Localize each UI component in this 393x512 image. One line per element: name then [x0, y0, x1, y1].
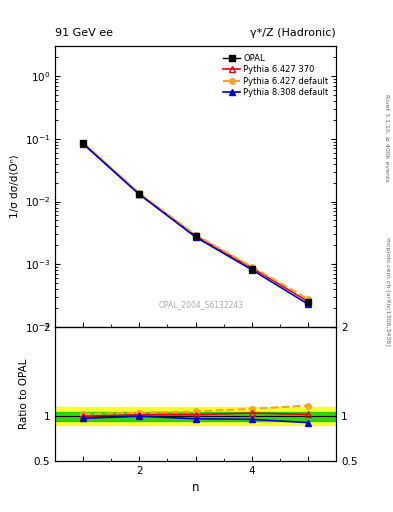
X-axis label: n: n: [192, 481, 199, 494]
Bar: [55, 412, 336, 421]
Text: Rivet 3.1.10, ≥ 400k events: Rivet 3.1.10, ≥ 400k events: [385, 94, 389, 182]
Legend: OPAL, Pythia 6.427 370, Pythia 6.427 default, Pythia 8.308 default: OPAL, Pythia 6.427 370, Pythia 6.427 def…: [220, 50, 332, 100]
Y-axis label: 1/σ dσ/d⟨Oⁿ⟩: 1/σ dσ/d⟨Oⁿ⟩: [10, 155, 20, 219]
Text: γ*/Z (Hadronic): γ*/Z (Hadronic): [250, 28, 336, 38]
Y-axis label: Ratio to OPAL: Ratio to OPAL: [20, 359, 29, 429]
Bar: [55, 407, 336, 425]
Text: mcplots.cern.ch [arXiv:1306.3436]: mcplots.cern.ch [arXiv:1306.3436]: [385, 238, 389, 346]
Text: OPAL_2004_S6132243: OPAL_2004_S6132243: [158, 301, 244, 309]
Text: 91 GeV ee: 91 GeV ee: [55, 28, 113, 38]
